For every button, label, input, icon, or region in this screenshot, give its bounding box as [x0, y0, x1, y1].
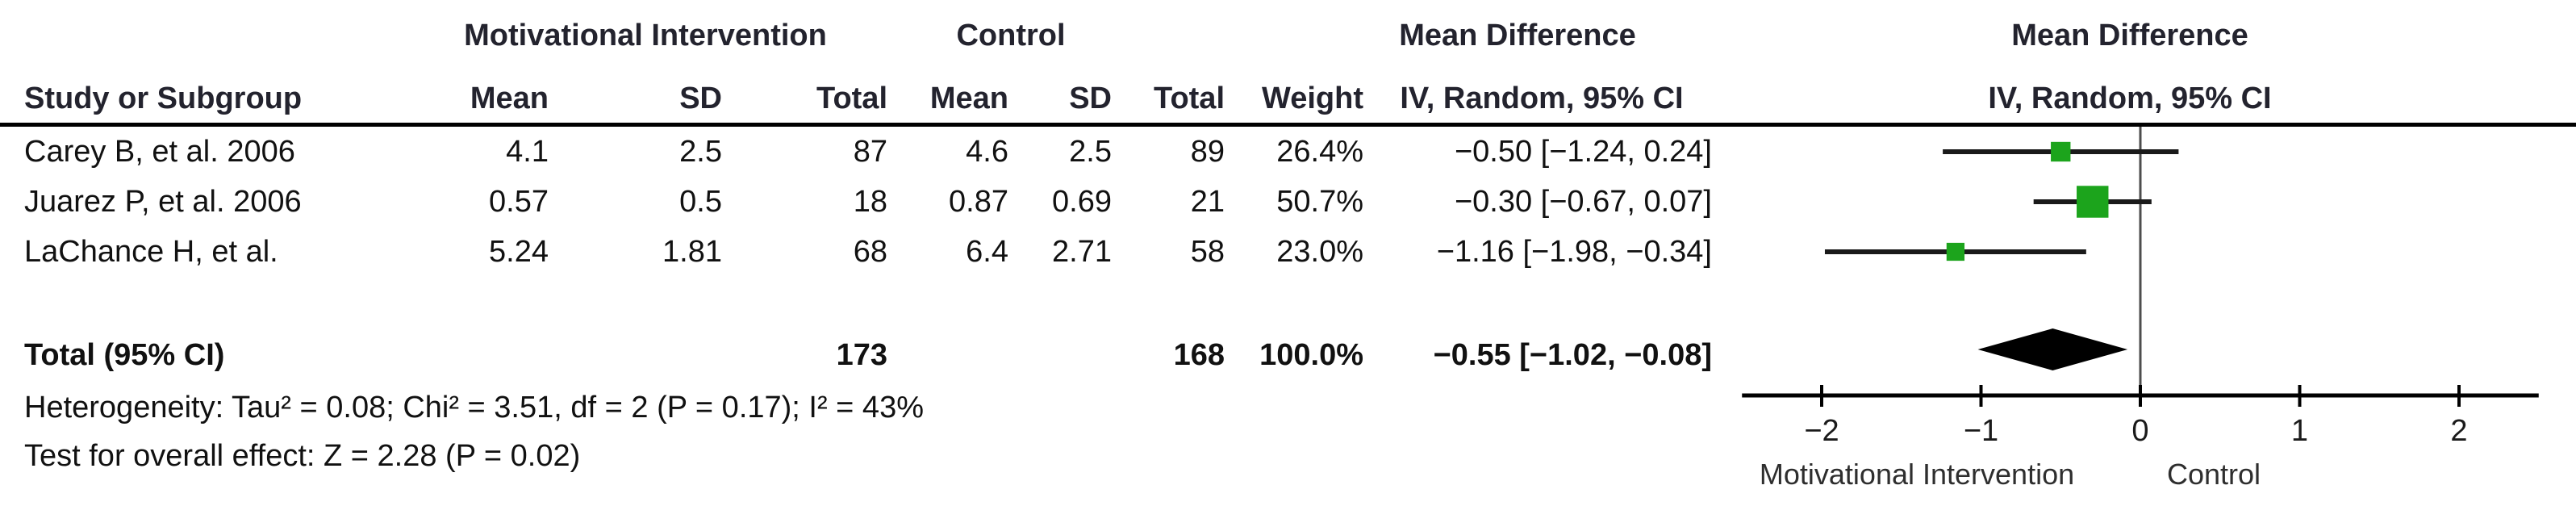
total-experimental-sum: 173	[836, 338, 887, 372]
sd-experimental: 2.5	[679, 135, 722, 169]
group-header-experimental: Motivational Intervention	[464, 19, 827, 52]
weight-value: 50.7%	[1276, 185, 1363, 219]
group-header-control: Control	[956, 19, 1066, 52]
mean-control: 4.6	[966, 135, 1008, 169]
header-separator-line	[0, 123, 2576, 127]
table-effect-title: Mean Difference	[1399, 19, 1636, 52]
mean-experimental: 4.1	[506, 135, 549, 169]
tick-label: −2	[1804, 414, 1839, 448]
sd-experimental: 0.5	[679, 185, 722, 219]
table-row: Carey B, et al. 2006 4.1 2.5 87 4.6 2.5 …	[0, 132, 2576, 171]
total-control: 89	[1190, 135, 1225, 169]
mean-experimental: 0.57	[489, 185, 549, 219]
sd-control: 2.5	[1069, 135, 1112, 169]
sd-experimental: 1.81	[662, 235, 722, 269]
heterogeneity-row: Heterogeneity: Tau² = 0.08; Chi² = 3.51,…	[0, 388, 2576, 427]
mean-control: 6.4	[966, 235, 1008, 269]
column-header-study: Study or Subgroup	[24, 82, 303, 115]
mean-experimental: 5.24	[489, 235, 549, 269]
summary-diamond	[1977, 328, 2128, 370]
effect-square	[2051, 141, 2071, 162]
total-experimental: 68	[853, 235, 887, 269]
favours-right-label: Control	[2167, 458, 2261, 491]
total-row: Total (95% CI) 173 168 100.0% −0.55 [−1.…	[0, 336, 2576, 374]
tick-label: 1	[2291, 414, 2308, 448]
mean-control: 0.87	[949, 185, 1008, 219]
total-ci-text: −0.55 [−1.02, −0.08]	[1433, 338, 1712, 372]
column-header-sd-control: SD	[1069, 82, 1112, 115]
total-weight: 100.0%	[1259, 338, 1363, 372]
total-control: 58	[1190, 235, 1225, 269]
column-header-total-control: Total	[1154, 82, 1225, 115]
study-label: Carey B, et al. 2006	[24, 135, 295, 169]
total-experimental: 18	[853, 185, 887, 219]
column-header-total-experimental: Total	[816, 82, 887, 115]
ci-text: −0.50 [−1.24, 0.24]	[1454, 135, 1712, 169]
plot-effect-title: Mean Difference	[2011, 19, 2248, 52]
group-header-row: Motivational Intervention Control Mean D…	[0, 16, 2576, 55]
plot-ci-method: IV, Random, 95% CI	[1988, 82, 2272, 115]
column-header-row: Study or Subgroup Mean SD Total Mean SD …	[0, 79, 2576, 118]
favours-left-label: Motivational Intervention	[1760, 458, 2074, 491]
heterogeneity-text: Heterogeneity: Tau² = 0.08; Chi² = 3.51,…	[24, 391, 924, 425]
tick-label: 0	[2131, 414, 2148, 448]
column-header-mean-experimental: Mean	[470, 82, 549, 115]
effect-square	[2077, 186, 2109, 218]
total-control-sum: 168	[1173, 338, 1225, 372]
effect-square	[1946, 242, 1965, 261]
column-header-sd-experimental: SD	[679, 82, 722, 115]
table-row: Juarez P, et al. 2006 0.57 0.5 18 0.87 0…	[0, 182, 2576, 221]
column-header-mean-control: Mean	[929, 82, 1008, 115]
table-row: LaChance H, et al. 5.24 1.81 68 6.4 2.71…	[0, 232, 2576, 271]
sd-control: 0.69	[1052, 185, 1112, 219]
tick-label: 2	[2450, 414, 2467, 448]
weight-value: 26.4%	[1276, 135, 1363, 169]
weight-value: 23.0%	[1276, 235, 1363, 269]
total-control: 21	[1190, 185, 1225, 219]
ci-text: −0.30 [−0.67, 0.07]	[1454, 185, 1712, 219]
column-header-ci-method: IV, Random, 95% CI	[1400, 82, 1684, 115]
overall-effect-text: Test for overall effect: Z = 2.28 (P = 0…	[24, 439, 581, 473]
column-header-weight: Weight	[1262, 82, 1363, 115]
overall-effect-row: Test for overall effect: Z = 2.28 (P = 0…	[0, 437, 2576, 475]
total-experimental: 87	[853, 135, 887, 169]
study-label: LaChance H, et al.	[24, 235, 278, 269]
ci-text: −1.16 [−1.98, −0.34]	[1436, 235, 1712, 269]
total-label: Total (95% CI)	[24, 338, 225, 372]
study-label: Juarez P, et al. 2006	[24, 185, 302, 219]
sd-control: 2.71	[1052, 235, 1112, 269]
tick-label: −1	[1964, 414, 1998, 448]
